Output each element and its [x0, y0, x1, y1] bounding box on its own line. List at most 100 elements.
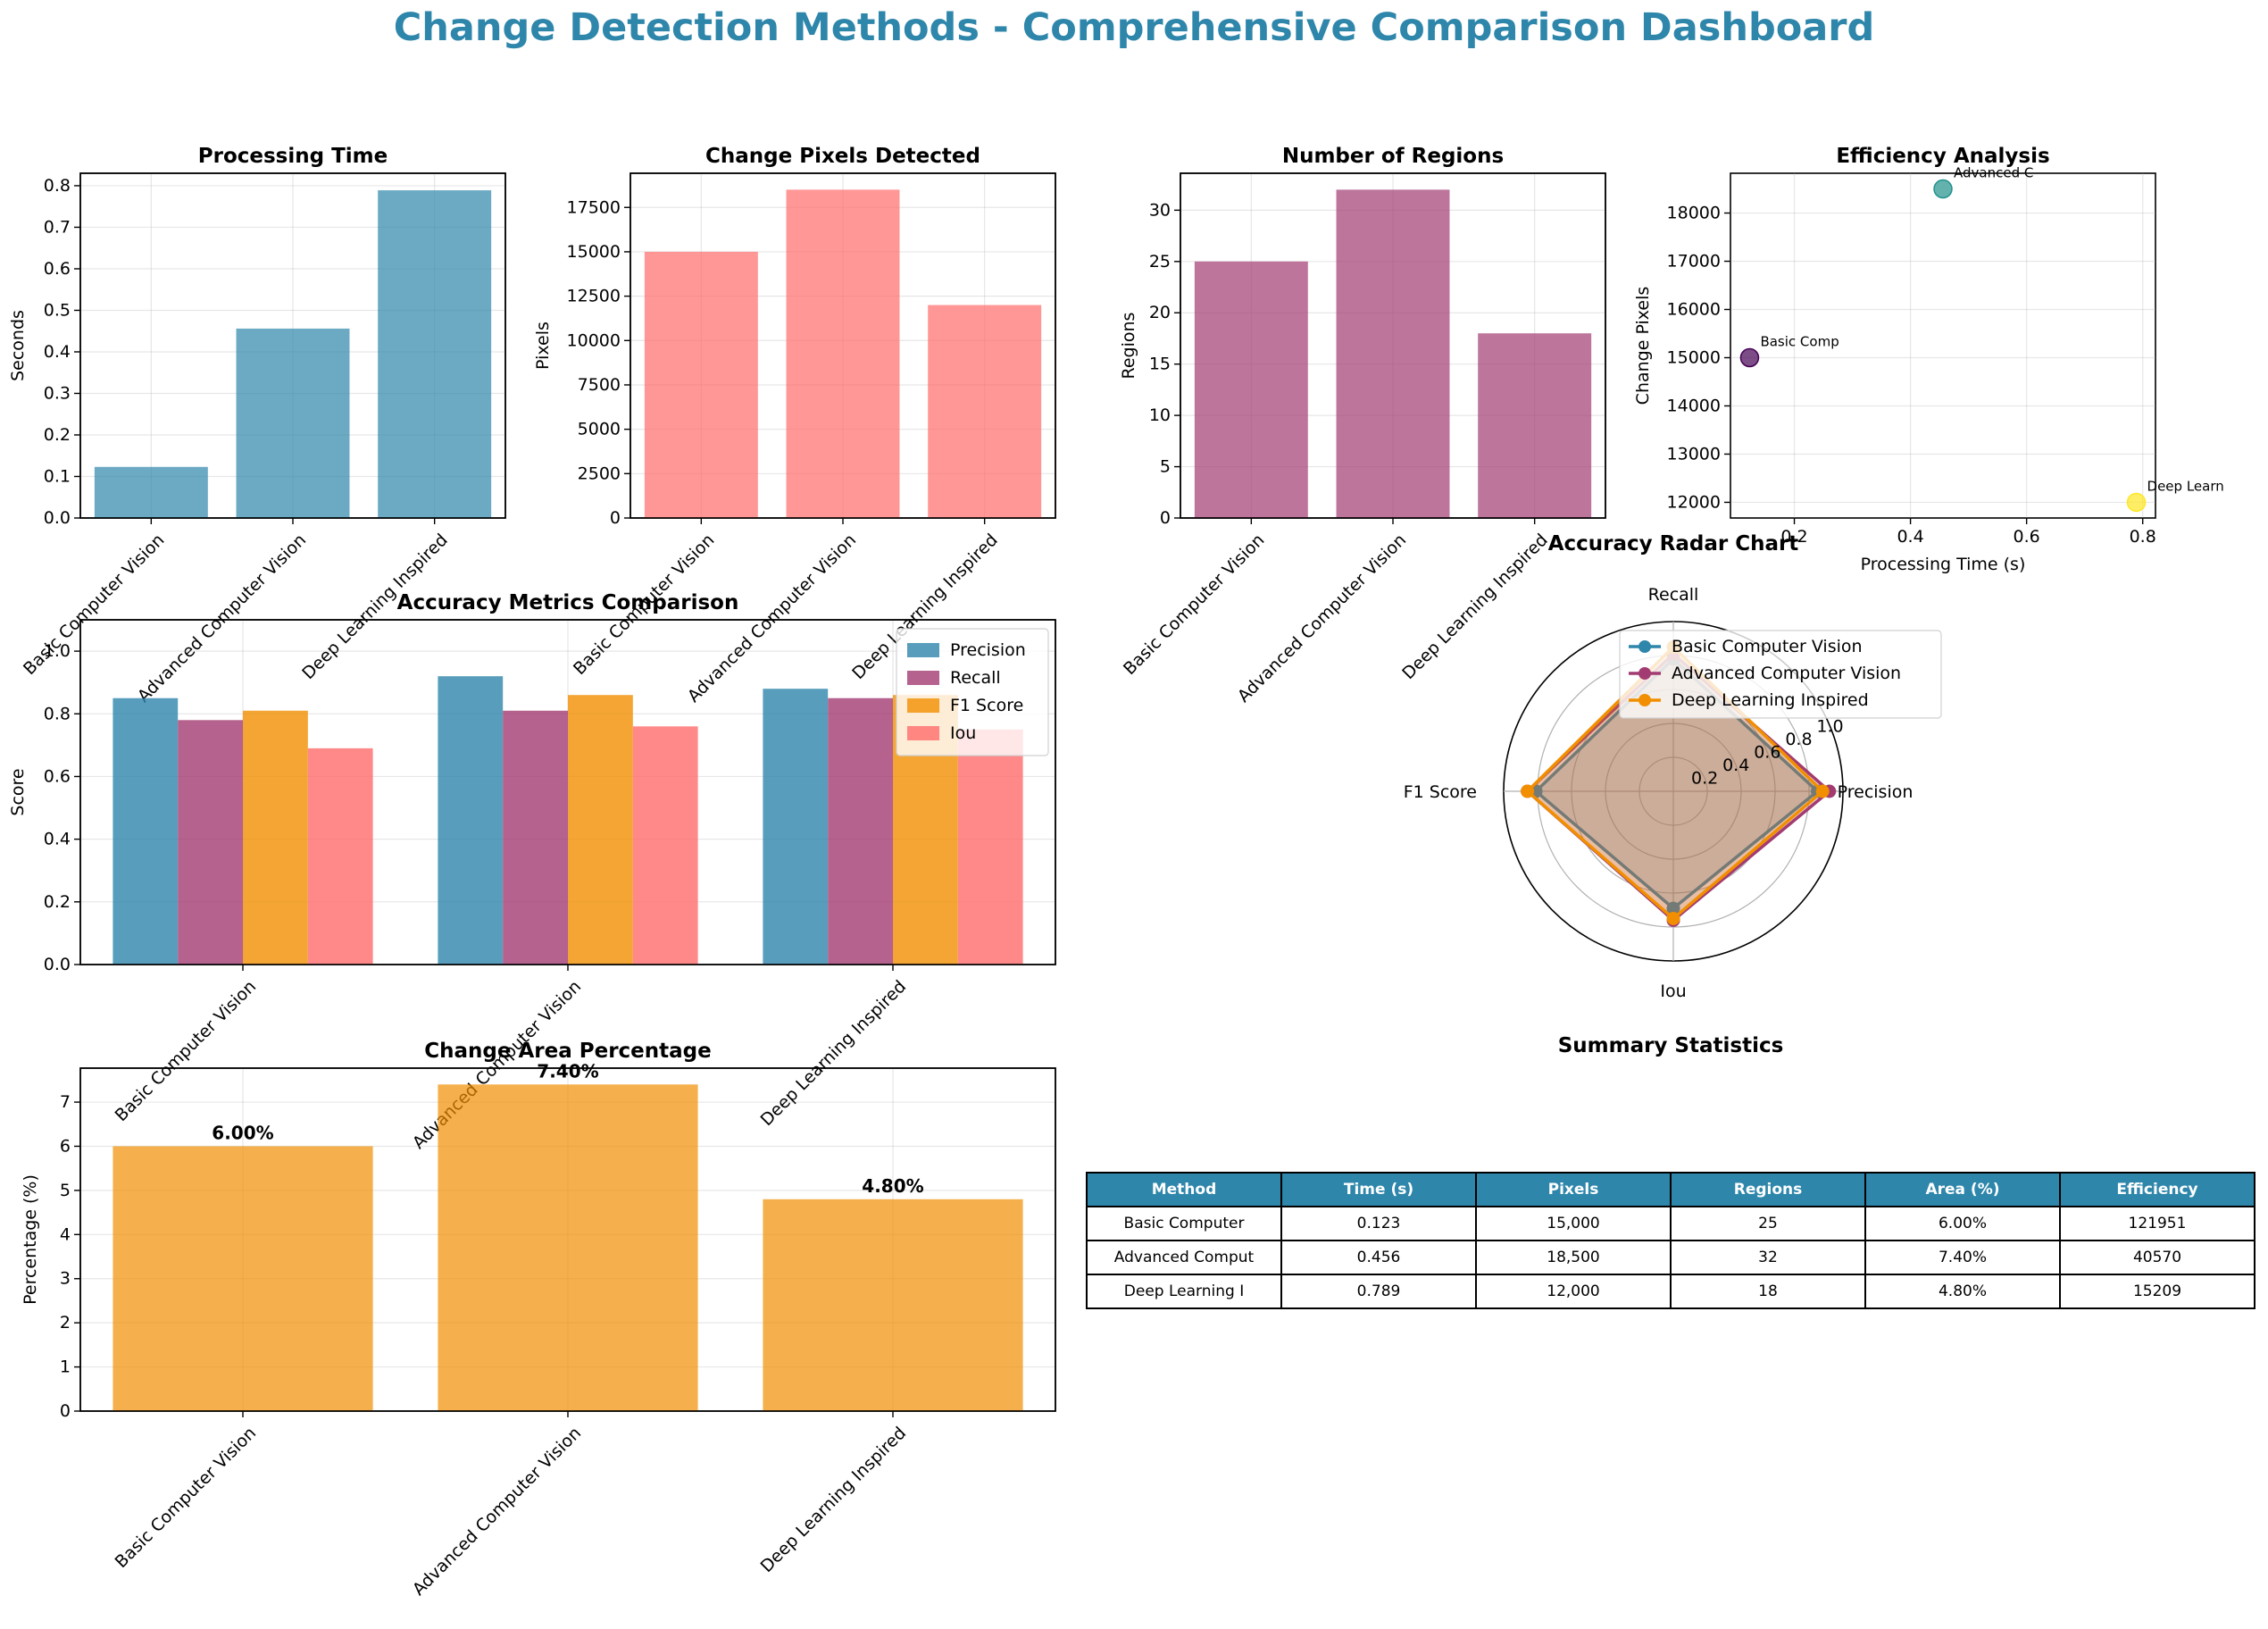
table-header-cell: Area (%) — [1864, 1172, 2061, 1207]
y-tick-label: 2500 — [578, 464, 621, 483]
y-tick-label: 6 — [60, 1136, 71, 1156]
y-tick-label: 18000 — [1667, 204, 1721, 223]
radial-tick-label: 1.0 — [1816, 716, 1843, 736]
table-header-cell: Efficiency — [2059, 1172, 2255, 1207]
y-tick-label: 0.7 — [44, 217, 71, 237]
bar — [438, 1084, 698, 1411]
bar — [763, 689, 829, 965]
x-tick-label: Deep Learning Inspired — [757, 977, 911, 1131]
table-cell: 0.456 — [1280, 1240, 1477, 1275]
table-row: Advanced Comput 0.456 18,500 32 7.40% 40… — [1086, 1240, 2255, 1275]
y-tick-label: 0.3 — [44, 383, 71, 403]
table-row: Basic Computer 0.123 15,000 25 6.00% 121… — [1086, 1206, 2255, 1241]
radar-axis-label: F1 Score — [1404, 782, 1477, 802]
y-tick-label: 0.6 — [44, 259, 71, 279]
y-tick-label: 0.8 — [44, 704, 71, 723]
radar-axis-label: Precision — [1838, 782, 1914, 802]
y-tick-label: 0.4 — [44, 342, 71, 362]
y-axis-label: Percentage (%) — [21, 1174, 40, 1305]
y-axis-label: Change Pixels — [1633, 287, 1653, 405]
x-tick-label: 0.6 — [2014, 527, 2040, 547]
bar — [568, 695, 633, 965]
axes-frame — [630, 172, 1056, 519]
summary-title: Summary Statistics — [1557, 1034, 1784, 1057]
y-tick-label: 1 — [60, 1358, 71, 1377]
y-tick-label: 2 — [60, 1313, 71, 1332]
bar — [1194, 261, 1308, 518]
bar — [113, 1146, 373, 1411]
y-tick-label: 15000 — [1667, 347, 1721, 367]
y-tick-label: 0 — [610, 508, 621, 528]
table-cell: 18 — [1670, 1274, 1866, 1309]
y-axis-label: Regions — [1119, 313, 1138, 380]
legend-label: Iou — [950, 723, 976, 743]
y-tick-label: 1.0 — [44, 641, 71, 661]
y-tick-label: 25 — [1149, 252, 1171, 272]
bar — [828, 698, 893, 965]
y-tick-label: 17000 — [1667, 252, 1721, 272]
y-tick-label: 16000 — [1667, 300, 1721, 320]
y-axis-label: Pixels — [533, 322, 553, 370]
dashboard-title: Change Detection Methods - Comprehensive… — [393, 5, 1875, 50]
bar — [178, 720, 243, 965]
radar-point — [1666, 912, 1680, 925]
panel-title: Change Area Percentage — [424, 1040, 711, 1063]
table-cell: 121951 — [2059, 1206, 2255, 1241]
legend-swatch — [907, 726, 939, 740]
y-tick-label: 5 — [60, 1181, 71, 1200]
bar — [94, 466, 208, 518]
table-cell: Basic Computer — [1086, 1206, 1282, 1241]
legend-label: Basic Computer Vision — [1672, 637, 1863, 656]
y-tick-label: 10 — [1149, 405, 1171, 425]
table-header-row: Method Time (s) Pixels Regions Area (%) … — [1086, 1172, 2255, 1207]
bar — [307, 748, 373, 965]
table-cell: Advanced Comput — [1086, 1240, 1282, 1275]
point-label: Advanced C — [1954, 165, 2033, 181]
bar — [1336, 189, 1450, 518]
legend-box — [896, 628, 1049, 756]
y-tick-label: 13000 — [1667, 444, 1721, 464]
table-cell: Deep Learning I — [1086, 1274, 1282, 1309]
bar — [113, 698, 179, 965]
scatter-point — [2126, 492, 2147, 513]
bar — [503, 710, 568, 965]
scatter-point — [1933, 179, 1953, 199]
legend-marker — [1638, 694, 1651, 706]
panel-title: Accuracy Radar Chart — [1548, 532, 1799, 556]
bar — [786, 189, 900, 518]
bar — [632, 726, 698, 965]
y-tick-label: 0 — [1160, 508, 1171, 528]
bar — [243, 710, 308, 965]
x-tick-label: Basic Computer Vision — [112, 977, 261, 1126]
y-tick-label: 0.4 — [44, 830, 71, 849]
legend-label: Deep Learning Inspired — [1672, 690, 1869, 710]
radial-tick-label: 0.2 — [1691, 768, 1718, 788]
x-tick-label: Deep Learning Inspired — [1398, 530, 1552, 684]
summary-table: Method Time (s) Pixels Regions Area (%) … — [1086, 1172, 2255, 1309]
x-tick-label: Advanced Computer Vision — [1234, 530, 1410, 706]
point-label: Basic Comp — [1760, 333, 1839, 349]
y-axis-label: Seconds — [8, 310, 28, 381]
data-label: 6.00% — [212, 1122, 273, 1143]
x-tick-label: Advanced Computer Vision — [134, 530, 310, 706]
data-label: 7.40% — [537, 1060, 598, 1082]
y-tick-label: 0.8 — [44, 176, 71, 196]
y-tick-label: 0.2 — [44, 892, 71, 912]
bar — [378, 190, 492, 518]
y-tick-label: 12500 — [567, 287, 621, 306]
table-row: Deep Learning I 0.789 12,000 18 4.80% 15… — [1086, 1274, 2255, 1309]
y-tick-label: 0.6 — [44, 766, 71, 786]
x-tick-label: 0.8 — [2130, 527, 2156, 547]
bar — [1478, 333, 1592, 518]
radar-point — [1815, 784, 1830, 798]
point-label: Deep Learn — [2147, 478, 2224, 494]
legend-marker — [1638, 667, 1651, 680]
y-tick-label: 0.0 — [44, 508, 71, 528]
y-tick-label: 15000 — [567, 242, 621, 262]
panel-title: Processing Time — [198, 145, 388, 168]
radar-point — [1666, 901, 1680, 915]
x-tick-label: Advanced Computer Vision — [409, 1424, 585, 1600]
axes-frame — [79, 172, 506, 519]
table-cell: 4.80% — [1864, 1274, 2061, 1309]
